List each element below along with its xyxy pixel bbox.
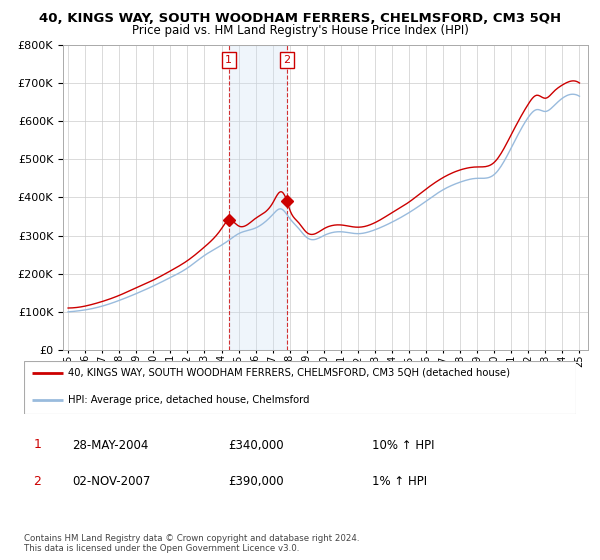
Text: 1% ↑ HPI: 1% ↑ HPI	[372, 475, 427, 488]
Text: £390,000: £390,000	[228, 475, 284, 488]
Text: 2: 2	[34, 474, 41, 488]
Text: HPI: Average price, detached house, Chelmsford: HPI: Average price, detached house, Chel…	[68, 394, 310, 404]
Text: 40, KINGS WAY, SOUTH WOODHAM FERRERS, CHELMSFORD, CM3 5QH: 40, KINGS WAY, SOUTH WOODHAM FERRERS, CH…	[39, 12, 561, 25]
Text: Price paid vs. HM Land Registry's House Price Index (HPI): Price paid vs. HM Land Registry's House …	[131, 24, 469, 37]
Text: £340,000: £340,000	[228, 438, 284, 452]
Text: Contains HM Land Registry data © Crown copyright and database right 2024.
This d: Contains HM Land Registry data © Crown c…	[24, 534, 359, 553]
Text: 10% ↑ HPI: 10% ↑ HPI	[372, 438, 434, 452]
Text: 40, KINGS WAY, SOUTH WOODHAM FERRERS, CHELMSFORD, CM3 5QH (detached house): 40, KINGS WAY, SOUTH WOODHAM FERRERS, CH…	[68, 368, 510, 378]
Text: 1: 1	[34, 438, 41, 451]
Bar	[229, 45, 287, 350]
Text: 1: 1	[225, 55, 232, 65]
Text: 28-MAY-2004: 28-MAY-2004	[72, 438, 148, 452]
Text: 2: 2	[283, 55, 290, 65]
Text: 02-NOV-2007: 02-NOV-2007	[72, 475, 151, 488]
